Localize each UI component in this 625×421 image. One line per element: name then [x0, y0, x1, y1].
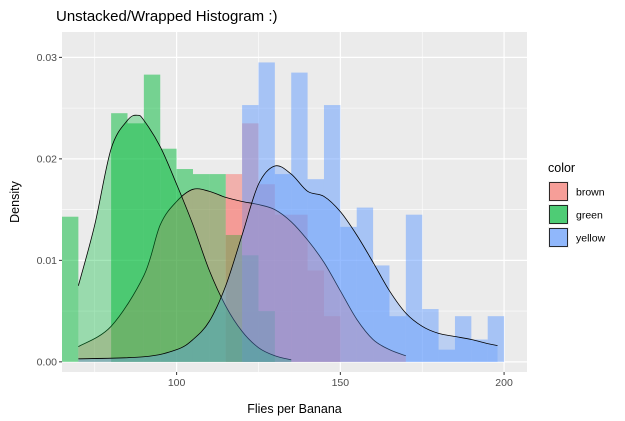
- bin-yellow: [340, 226, 357, 362]
- legend-key-yellow: [549, 228, 568, 247]
- legend-label-brown: brown: [576, 187, 605, 199]
- bin-yellow: [307, 179, 324, 362]
- bin-yellow: [454, 316, 472, 362]
- y-tick-label: 0.02: [37, 153, 58, 165]
- x-tick-label: 200: [495, 377, 513, 389]
- legend: color brown green yellow: [548, 161, 606, 248]
- bin-yellow: [422, 309, 439, 362]
- legend-title: color: [548, 161, 575, 175]
- histogram-bins: [62, 62, 505, 362]
- legend-key-brown: [549, 182, 568, 201]
- bin-yellow: [438, 349, 455, 362]
- bin-yellow: [242, 105, 259, 362]
- density-curves: [77, 114, 498, 362]
- bin-yellow: [405, 214, 423, 362]
- bin-green: [209, 174, 226, 362]
- chart-title: Unstacked/Wrapped Histogram :): [56, 8, 277, 25]
- x-tick-label: 100: [168, 377, 186, 389]
- density-curve-brown: [78, 188, 406, 357]
- density-area-brown: [78, 188, 406, 362]
- x-axis: 100 150 200: [168, 372, 513, 389]
- bin-green: [127, 123, 144, 362]
- legend-key-green: [549, 205, 568, 224]
- bin-yellow: [471, 339, 488, 362]
- bin-green: [192, 174, 210, 362]
- bin-green: [225, 234, 243, 362]
- bin-yellow: [389, 316, 406, 362]
- bin-yellow: [356, 207, 374, 362]
- y-tick-label: 0.00: [37, 356, 58, 368]
- y-axis: 0.00 0.01 0.02 0.03: [37, 52, 62, 368]
- bin-yellow: [487, 316, 505, 362]
- bin-yellow: [323, 105, 341, 362]
- bin-green: [143, 74, 161, 362]
- y-tick-label: 0.03: [37, 52, 58, 64]
- legend-label-yellow: yellow: [576, 233, 606, 245]
- legend-key-border-brown: [549, 182, 568, 201]
- bin-yellow: [291, 72, 308, 362]
- y-tick-label: 0.01: [37, 255, 58, 267]
- bin-green: [62, 216, 79, 362]
- x-tick-label: 150: [332, 377, 350, 389]
- density-area-green: [78, 115, 292, 362]
- density-curve-yellow: [78, 165, 498, 360]
- legend-key-border-green: [549, 205, 568, 224]
- legend-key-border-yellow: [549, 228, 568, 247]
- legend-label-green: green: [576, 210, 603, 222]
- density-area-yellow: [78, 165, 498, 362]
- density-curve-green: [77, 114, 292, 361]
- bin-green: [111, 113, 128, 362]
- bin-green: [176, 169, 193, 362]
- bin-yellow: [373, 265, 390, 362]
- bin-green: [160, 148, 177, 362]
- bin-yellow: [258, 62, 275, 362]
- y-axis-title: Density: [8, 180, 22, 222]
- bin-yellow: [274, 174, 292, 362]
- x-axis-title: Flies per Banana: [247, 402, 342, 416]
